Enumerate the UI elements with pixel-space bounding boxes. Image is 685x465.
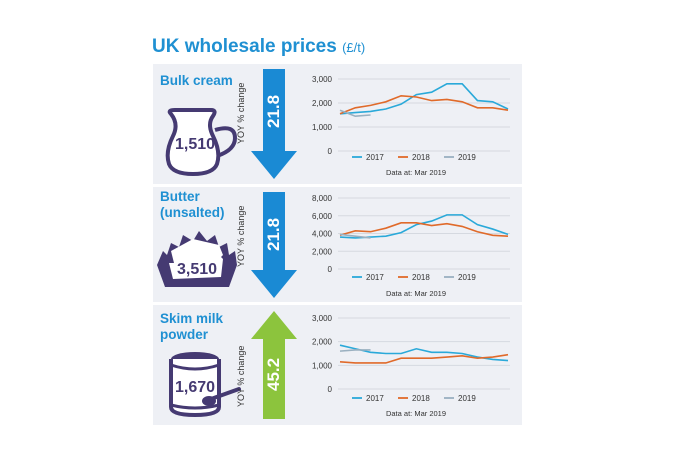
y-tick-label: 2,000 xyxy=(312,99,333,108)
title-text: UK wholesale prices xyxy=(152,36,337,57)
milk-powder-tin-icon xyxy=(165,349,245,424)
title-unit: (£/t) xyxy=(342,40,366,55)
legend-label: 2019 xyxy=(458,394,476,403)
product-label-smp: Skim milk powder xyxy=(160,311,223,343)
series-line-2019 xyxy=(339,233,371,239)
y-tick-label: 1,000 xyxy=(312,361,333,370)
y-tick-label: 0 xyxy=(328,385,333,394)
price-value: 3,510 xyxy=(176,261,218,278)
series-line-2017 xyxy=(339,83,509,115)
cream-jug-icon xyxy=(161,106,241,183)
y-tick-label: 8,000 xyxy=(312,194,333,203)
divider xyxy=(153,302,522,305)
legend-label: 2019 xyxy=(458,153,476,162)
chart-footnote: Data at: Mar 2019 xyxy=(386,409,446,418)
y-tick-label: 3,000 xyxy=(312,314,333,323)
product-label-butter: Butter (unsalted) xyxy=(160,189,225,221)
chart-footnote: Data at: Mar 2019 xyxy=(386,289,446,298)
y-tick-label: 6,000 xyxy=(312,212,333,221)
legend-label: 2018 xyxy=(412,273,430,282)
y-tick-label: 0 xyxy=(328,265,333,274)
price-value: 1,510 xyxy=(174,136,216,153)
y-tick-label: 3,000 xyxy=(312,75,333,84)
series-line-2018 xyxy=(339,94,509,115)
butter-block-icon xyxy=(153,225,239,296)
series-line-2019 xyxy=(339,109,371,118)
series-line-2018 xyxy=(339,353,509,364)
series-line-2018 xyxy=(339,222,509,237)
legend-label: 2018 xyxy=(412,394,430,403)
chart-footnote: Data at: Mar 2019 xyxy=(386,168,446,177)
legend-label: 2019 xyxy=(458,273,476,282)
series-line-2017 xyxy=(339,214,509,239)
divider xyxy=(153,184,522,187)
product-label-line: (unsalted) xyxy=(160,205,225,220)
legend-label: 2017 xyxy=(366,273,384,282)
product-label-line: Butter xyxy=(160,189,200,204)
product-label-bulk-cream: Bulk cream xyxy=(160,73,233,88)
panel-butter: Butter (unsalted) 3,510 YOY % change 21.… xyxy=(153,187,522,302)
product-label-line: Skim milk xyxy=(160,311,224,326)
y-tick-label: 2,000 xyxy=(312,247,333,256)
down-arrow-icon xyxy=(249,69,299,194)
legend-label: 2017 xyxy=(366,153,384,162)
legend-label: 2017 xyxy=(366,394,384,403)
page-title: UK wholesale prices (£/t) xyxy=(152,36,365,58)
product-label-line: powder xyxy=(160,327,209,342)
legend-label: 2018 xyxy=(412,153,430,162)
up-arrow-icon xyxy=(249,311,299,428)
y-tick-label: 2,000 xyxy=(312,338,333,347)
y-tick-label: 4,000 xyxy=(312,230,333,239)
y-tick-label: 1,000 xyxy=(312,123,333,132)
y-tick-label: 0 xyxy=(328,147,333,156)
price-value: 1,670 xyxy=(174,379,216,396)
series-line-2019 xyxy=(339,349,371,352)
down-arrow-icon xyxy=(249,192,299,309)
